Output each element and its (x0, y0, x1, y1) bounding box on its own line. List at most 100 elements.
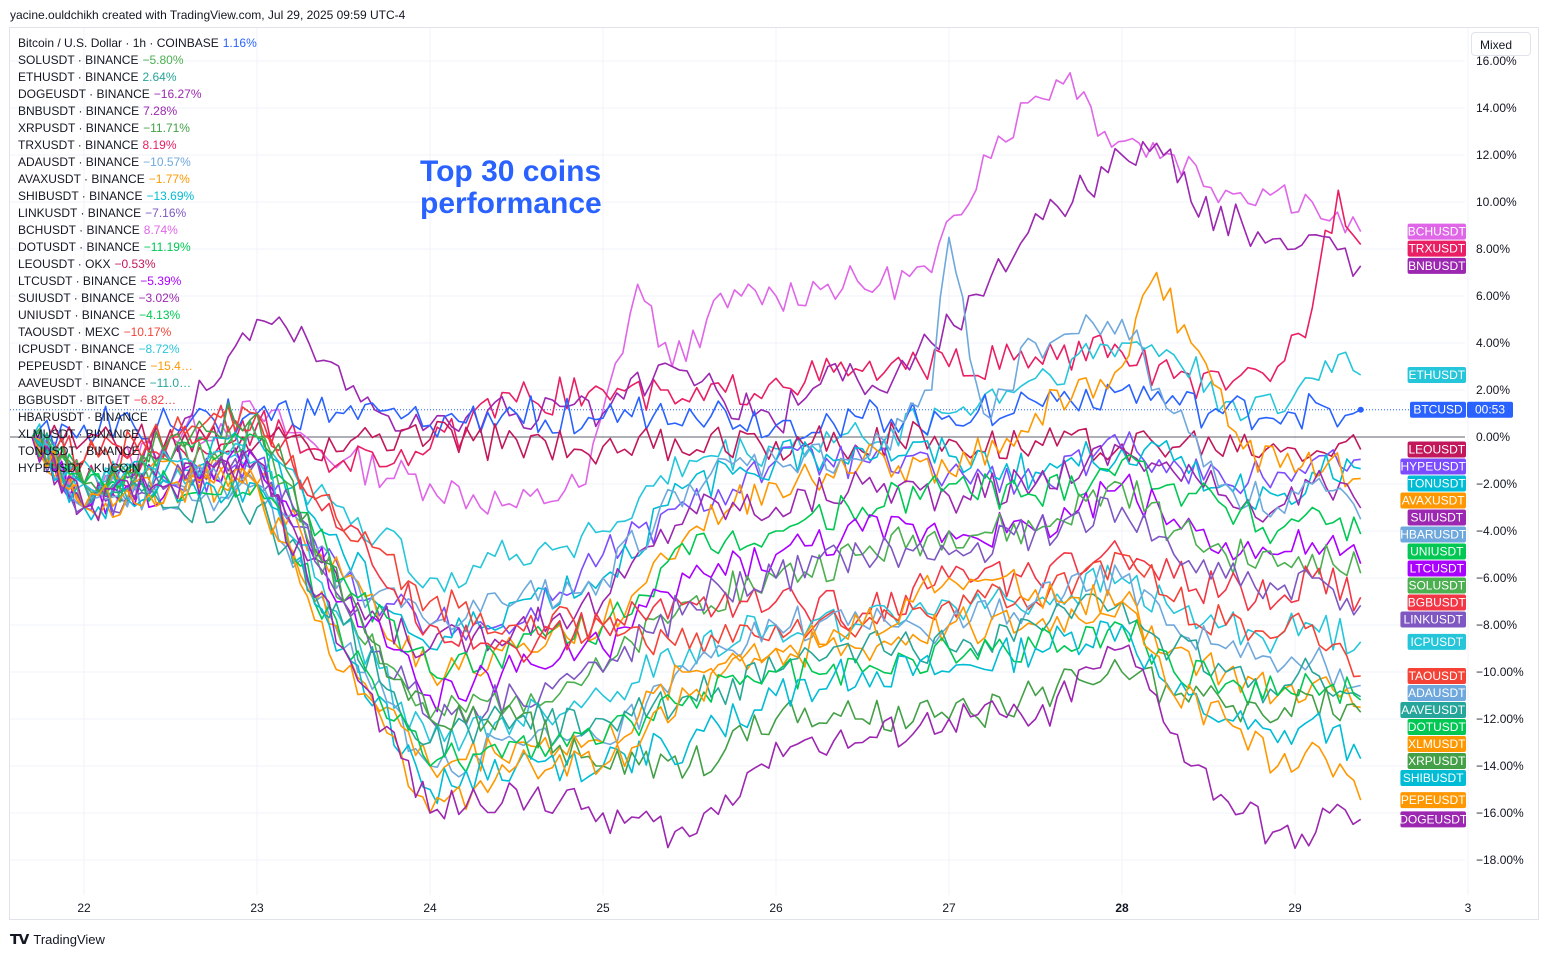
legend-symbol: ETHUSDT · BINANCE (18, 70, 139, 84)
badge-bg (1407, 577, 1466, 594)
chart-attribution: yacine.ouldchikh created with TradingVie… (10, 8, 406, 22)
legend-row[interactable]: PEPEUSDT · BINANCE −15.4… (18, 358, 257, 375)
legend-row[interactable]: HYPEUSDT · KUCOIN (18, 460, 257, 477)
legend-value: 8.74% (143, 223, 178, 237)
legend-symbol: LEOUSDT · OKX (18, 257, 111, 271)
legend-row[interactable]: LTCUSDT · BINANCE −5.39% (18, 273, 257, 290)
legend-symbol: LTCUSDT · BINANCE (18, 274, 137, 288)
badge-taousdt: TAOUSDT (1409, 669, 1466, 683)
x-tick-label: 28 (1115, 901, 1129, 915)
y-tick-label: −16.00% (1476, 806, 1524, 820)
legend-row[interactable]: TONUSDT · BINANCE (18, 443, 257, 460)
legend-row[interactable]: SOLUSDT · BINANCE −5.80% (18, 52, 257, 69)
legend-row[interactable]: ICPUSDT · BINANCE −8.72% (18, 341, 257, 358)
badge-bgbusdt: BGBUSDT (1408, 595, 1467, 609)
badge-bg (1407, 684, 1466, 701)
series-line-solusdt (31, 421, 1362, 720)
legend-row[interactable]: TAOUSDT · MEXC −10.17% (18, 324, 257, 341)
badge-btcusd: BTCUSD (1413, 403, 1463, 417)
y-tick-label: 16.00% (1476, 54, 1517, 68)
legend-row[interactable]: AAVEUSDT · BINANCE −11.0… (18, 375, 257, 392)
legend-row[interactable]: XRPUSDT · BINANCE −11.71% (18, 120, 257, 137)
legend-value: −11.19% (143, 240, 191, 254)
badge-icpusdt: ICPUSDT (1410, 635, 1463, 649)
legend-row[interactable]: ETHUSDT · BINANCE 2.64% (18, 69, 257, 86)
legend-symbol: HYPEUSDT · KUCOIN (18, 461, 141, 475)
legend-symbol: XRPUSDT · BINANCE (18, 121, 140, 135)
badge-bg (1400, 611, 1466, 628)
badge-bg (1407, 509, 1466, 526)
legend-value: 1.16% (222, 36, 257, 50)
y-tick-label: 14.00% (1476, 101, 1517, 115)
series-line-leousdt (31, 420, 1362, 465)
legend-value: −10.17% (123, 325, 172, 339)
legend-row[interactable]: BCHUSDT · BINANCE 8.74% (18, 222, 257, 239)
legend-row[interactable]: XLMUSDT · BINANCE (18, 426, 257, 443)
legend-symbol: Bitcoin / U.S. Dollar · 1h · COINBASE (18, 36, 219, 50)
legend-row[interactable]: DOTUSDT · BINANCE −11.19% (18, 239, 257, 256)
badge-bg (1407, 633, 1466, 650)
legend-row[interactable]: LINKUSDT · BINANCE −7.16% (18, 205, 257, 222)
x-tick-label: 27 (942, 901, 956, 915)
legend-symbol: LINKUSDT · BINANCE (18, 206, 142, 220)
x-tick-label: 26 (769, 901, 783, 915)
legend-symbol: PEPEUSDT · BINANCE (18, 359, 147, 373)
badge-linkusdt: LINKUSDT (1404, 612, 1464, 626)
legend-symbol: TAOUSDT · MEXC (18, 325, 120, 339)
legend-row[interactable]: SHIBUSDT · BINANCE −13.69% (18, 188, 257, 205)
badge-bg (1407, 240, 1466, 257)
legend-row[interactable]: BGBUSDT · BITGET −6.82… (18, 392, 257, 409)
badge-bg (1407, 475, 1466, 492)
legend-row[interactable]: DOGEUSDT · BINANCE −16.27% (18, 86, 257, 103)
legend-row[interactable]: BNBUSDT · BINANCE 7.28% (18, 103, 257, 120)
series-line-bchusdt (31, 72, 1362, 515)
time-axis: 22 23 24 25 26 27 28 29 3 (77, 901, 1471, 915)
legend-value: 8.19% (142, 138, 177, 152)
legend-symbol: BGBUSDT · BITGET (18, 393, 130, 407)
legend-value: −11.71% (143, 121, 190, 135)
btc-last-point (1357, 406, 1364, 413)
legend-row[interactable]: LEOUSDT · OKX −0.53% (18, 256, 257, 273)
badge-xrpusdt: XRPUSDT (1408, 754, 1466, 768)
badge-bg (1407, 543, 1466, 560)
badge-ethusdt: ETHUSDT (1408, 368, 1465, 382)
badge-bnbusdt: BNBUSDT (1408, 259, 1466, 273)
legend-value: −6.82… (133, 393, 177, 407)
series-line-xlmusdt (31, 436, 1361, 779)
y-tick-label: −2.00% (1476, 477, 1517, 491)
y-tick-label: −8.00% (1476, 618, 1517, 632)
badge-bg (1400, 769, 1466, 786)
y-tick-label: −4.00% (1476, 524, 1517, 538)
series-line-dogeusdt (31, 436, 1362, 850)
tradingview-footer[interactable]: 𝗧𝗩 TradingView (10, 931, 105, 948)
badge-bchusdt: BCHUSDT (1408, 225, 1467, 239)
legend-value: −16.27% (153, 87, 202, 101)
legend-row[interactable]: SUIUSDT · BINANCE −3.02% (18, 290, 257, 307)
badge-aaveusdt: AAVEUSDT (1401, 703, 1465, 717)
legend-row[interactable]: ADAUSDT · BINANCE −10.57% (18, 154, 257, 171)
y-tick-label: 6.00% (1476, 289, 1510, 303)
legend-symbol: TRXUSDT · BINANCE (18, 138, 139, 152)
y-tick-label: 12.00% (1476, 148, 1517, 162)
legend-row[interactable]: UNIUSDT · BINANCE −4.13% (18, 307, 257, 324)
series-line-hbarusdt (31, 236, 1362, 631)
annotation-line-2: performance (420, 187, 602, 220)
legend-row[interactable]: TRXUSDT · BINANCE 8.19% (18, 137, 257, 154)
badge-bg (1407, 752, 1466, 769)
y-tick-label: 4.00% (1476, 336, 1510, 350)
series-badges: BCHUSDT TRXUSDT BNBUSDT ETHUSDT BTCUSD 00:53 L… (1399, 223, 1513, 828)
legend-row[interactable]: Bitcoin / U.S. Dollar · 1h · COINBASE 1.1… (18, 35, 257, 52)
badge-bg (1400, 792, 1466, 809)
legend-symbol: DOTUSDT · BINANCE (18, 240, 140, 254)
x-tick-label: 29 (1288, 901, 1302, 915)
badge-uniusdt: UNIUSDT (1410, 544, 1464, 558)
badge-bg (1407, 718, 1466, 735)
annotation-line-1: Top 30 coins (420, 155, 602, 188)
legend-row[interactable]: HBARUSDT · BINANCE (18, 409, 257, 426)
badge-bg (1407, 223, 1466, 240)
series-line-shibusdt (31, 436, 1362, 805)
y-tick-label: 2.00% (1476, 383, 1510, 397)
legend-row[interactable]: AVAXUSDT · BINANCE −1.77% (18, 171, 257, 188)
scale-mode-button[interactable]: Mixed (1471, 32, 1531, 56)
